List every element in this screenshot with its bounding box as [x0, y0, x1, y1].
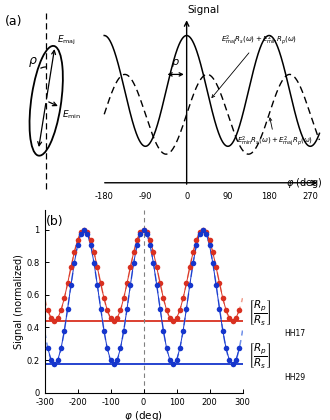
- Text: HH17: HH17: [284, 329, 305, 339]
- Text: (b): (b): [46, 215, 63, 228]
- Text: $E^2_{\mathrm{maj}}R_s(\omega)+E^2_{\mathrm{min}}R_p(\omega)$: $E^2_{\mathrm{maj}}R_s(\omega)+E^2_{\mat…: [212, 33, 297, 97]
- Text: (a): (a): [5, 15, 22, 28]
- Text: $E^2_{\mathrm{min}}R_s(\omega)+E^2_{\mathrm{maj}}R_p(\omega)$: $E^2_{\mathrm{min}}R_s(\omega)+E^2_{\mat…: [237, 118, 313, 150]
- Text: Signal: Signal: [187, 5, 220, 15]
- Text: $\left[\dfrac{R_p}{R_s}\right]$: $\left[\dfrac{R_p}{R_s}\right]$: [248, 298, 271, 327]
- Text: $E_{\mathrm{min}}$: $E_{\mathrm{min}}$: [62, 108, 81, 121]
- Text: $\rho$: $\rho$: [171, 57, 180, 69]
- Text: HH29: HH29: [284, 373, 305, 381]
- Text: $\varphi$ (deg): $\varphi$ (deg): [285, 176, 322, 190]
- X-axis label: $\varphi$ (deg): $\varphi$ (deg): [124, 410, 163, 420]
- Text: $E_{\mathrm{maj}}$: $E_{\mathrm{maj}}$: [57, 34, 76, 47]
- Text: $\left[\dfrac{R_p}{R_s}\right]$: $\left[\dfrac{R_p}{R_s}\right]$: [248, 341, 271, 370]
- Text: $\rho$: $\rho$: [28, 55, 38, 69]
- Y-axis label: Signal (normalized): Signal (normalized): [14, 254, 24, 349]
